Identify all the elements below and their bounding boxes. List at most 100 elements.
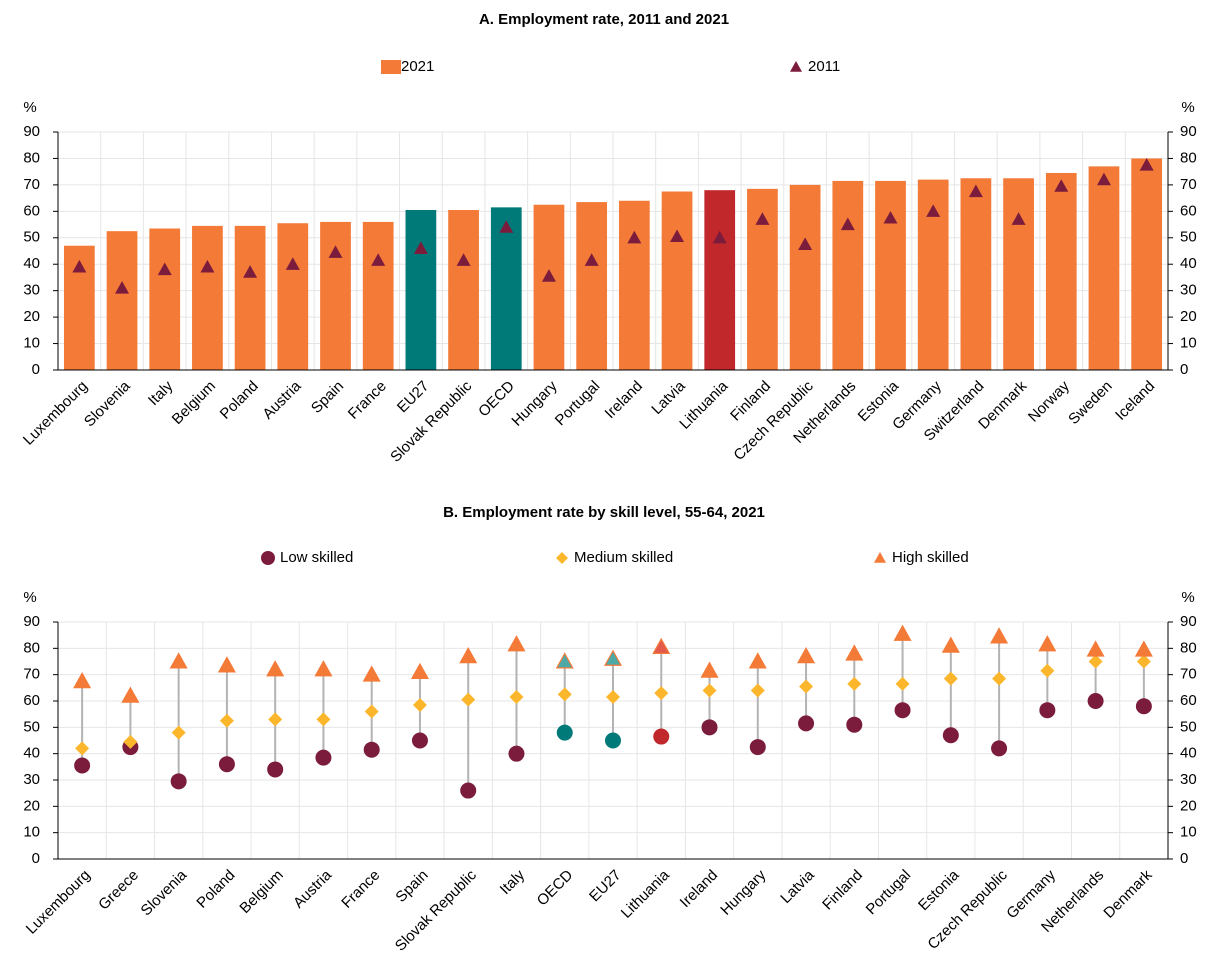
circle-marker [170, 773, 187, 790]
x-tick-label: Lithuania [676, 377, 732, 433]
legend-swatch [261, 551, 275, 565]
x-tick-label: Ireland [677, 867, 721, 911]
bar [661, 191, 693, 370]
triangle-marker [1086, 640, 1105, 657]
triangle-marker [121, 686, 140, 703]
legend-swatch [381, 60, 401, 74]
circle-marker [1087, 693, 1104, 709]
circle-marker [74, 757, 91, 774]
x-tick-label: Belgium [169, 378, 219, 428]
x-tick-label: Austria [290, 866, 335, 911]
x-tick-label: Poland [193, 867, 238, 912]
triangle-marker [584, 253, 599, 266]
diamond-marker [606, 690, 620, 705]
y-tick-label: 30 [23, 282, 40, 299]
diamond-marker [750, 683, 765, 698]
y2-tick-label: 60 [1180, 202, 1197, 219]
x-tick-label: EU27 [394, 378, 433, 417]
bar [533, 204, 565, 370]
triangle-marker [670, 229, 685, 243]
bar [618, 200, 650, 370]
x-tick-label: Portugal [863, 867, 915, 919]
triangle-marker [169, 652, 188, 669]
circle-marker [218, 756, 235, 773]
y-unit: % [23, 99, 36, 116]
triangle-marker [797, 646, 816, 664]
y-tick-label: 90 [23, 613, 40, 630]
x-tick-label: Italy [497, 866, 529, 898]
y2-tick-label: 90 [1180, 123, 1197, 140]
diamond-marker [75, 741, 90, 756]
x-tick-label: Spain [308, 378, 347, 417]
triangle-marker [72, 259, 87, 273]
y2-tick-label: 90 [1180, 613, 1197, 630]
y-unit: % [1181, 99, 1194, 116]
y-tick-label: 20 [23, 308, 40, 325]
bar [277, 223, 309, 370]
x-tick-label: France [338, 867, 383, 912]
x-tick-label: Denmark [1100, 866, 1155, 921]
y-tick-label: 70 [23, 666, 40, 683]
triangle-marker [266, 660, 285, 677]
triangle-marker [1011, 212, 1026, 225]
triangle-marker [652, 637, 671, 655]
bar [1088, 166, 1120, 370]
circle-marker [363, 741, 380, 758]
y-tick-label: 20 [23, 797, 40, 814]
y2-tick-label: 50 [1180, 718, 1197, 735]
y-tick-label: 40 [23, 745, 40, 762]
triangle-marker [73, 672, 92, 689]
x-tick-label: Portugal [552, 378, 604, 430]
x-tick-label: Belgium [236, 867, 286, 917]
y2-tick-label: 60 [1180, 692, 1197, 709]
y2-tick-label: 0 [1180, 361, 1188, 378]
triangle-marker [627, 230, 642, 244]
triangle-marker [1054, 179, 1069, 192]
bar [234, 225, 266, 370]
diamond-marker [702, 683, 717, 698]
y2-tick-label: 70 [1180, 666, 1197, 683]
bar [362, 221, 394, 370]
triangle-marker [328, 245, 343, 258]
bar [1131, 158, 1163, 370]
bar [149, 228, 181, 370]
triangle-marker [243, 265, 258, 278]
diamond-marker [847, 676, 862, 691]
y-tick-label: 90 [23, 123, 40, 140]
y-unit: % [1181, 589, 1194, 606]
x-tick-label: Luxembourg [20, 378, 91, 449]
diamond-marker [943, 671, 958, 686]
x-tick-label: Iceland [1112, 378, 1158, 424]
diamond-marker [171, 725, 186, 740]
y-tick-label: 0 [32, 850, 40, 867]
bar [405, 210, 437, 370]
chart-title: B. Employment rate by skill level, 55-64… [443, 504, 765, 521]
y-tick-label: 50 [23, 229, 40, 246]
y2-tick-label: 30 [1180, 282, 1197, 299]
y-tick-label: 80 [23, 639, 40, 656]
y-tick-label: 30 [23, 771, 40, 788]
triangle-marker [362, 665, 381, 682]
diamond-marker [1136, 654, 1151, 669]
y2-tick-label: 50 [1180, 229, 1197, 246]
bar [490, 207, 522, 370]
circle-marker [846, 716, 863, 733]
triangle-marker [968, 184, 983, 198]
bar [789, 184, 821, 370]
triangle-marker [456, 253, 471, 266]
y-tick-label: 10 [23, 335, 40, 352]
legend-label: 2021 [401, 58, 434, 75]
diamond-marker [268, 712, 283, 727]
triangle-marker [798, 237, 813, 250]
legend-label: Low skilled [280, 549, 353, 566]
triangle-marker [990, 627, 1009, 644]
circle-marker [894, 702, 911, 719]
circle-marker [315, 749, 332, 766]
diamond-marker [1040, 663, 1055, 678]
triangle-marker [1096, 172, 1111, 186]
legend-label: Medium skilled [574, 549, 673, 566]
y-tick-label: 70 [23, 176, 40, 193]
y2-tick-label: 40 [1180, 745, 1197, 762]
triangle-marker [603, 649, 623, 666]
y-tick-label: 80 [23, 149, 40, 166]
